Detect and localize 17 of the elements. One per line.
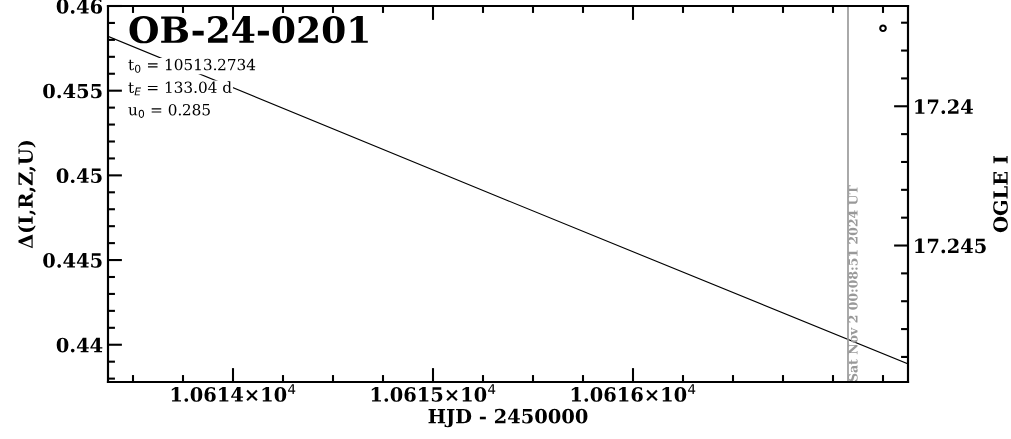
- annotation: Sat Nov 2 00:08:51 2024 UT: [848, 185, 858, 382]
- y-tick-label: 0.44: [56, 337, 103, 353]
- x-tick-label: 1.0614×10$^{4}$: [171, 384, 296, 402]
- y-tick-label: 0.455: [43, 83, 102, 99]
- y-tick-label: 0.445: [43, 253, 102, 268]
- x-tick-label: 1.0616×10$^{4}$: [571, 384, 696, 402]
- annotation: u$_{0}$ = 0.285: [128, 103, 210, 118]
- y2-axis-title: OGLE I: [993, 155, 1008, 233]
- y-tick-label: 0.45: [56, 168, 102, 184]
- annotation: t$_{E}$ = 133.04 d: [128, 81, 232, 96]
- y-axis-title: Δ(I,R,Z,U): [17, 140, 36, 249]
- x-axis-title: HJD - 2450000: [428, 408, 588, 428]
- y2-tick-label: 17.24: [915, 99, 973, 114]
- annotation: t$_{0}$ = 10513.2734: [128, 58, 256, 73]
- chart-title: OB-24-0201: [129, 16, 368, 44]
- y2-tick-label: 17.245: [915, 238, 986, 254]
- x-tick-label: 1.0615×10$^{4}$: [371, 384, 496, 402]
